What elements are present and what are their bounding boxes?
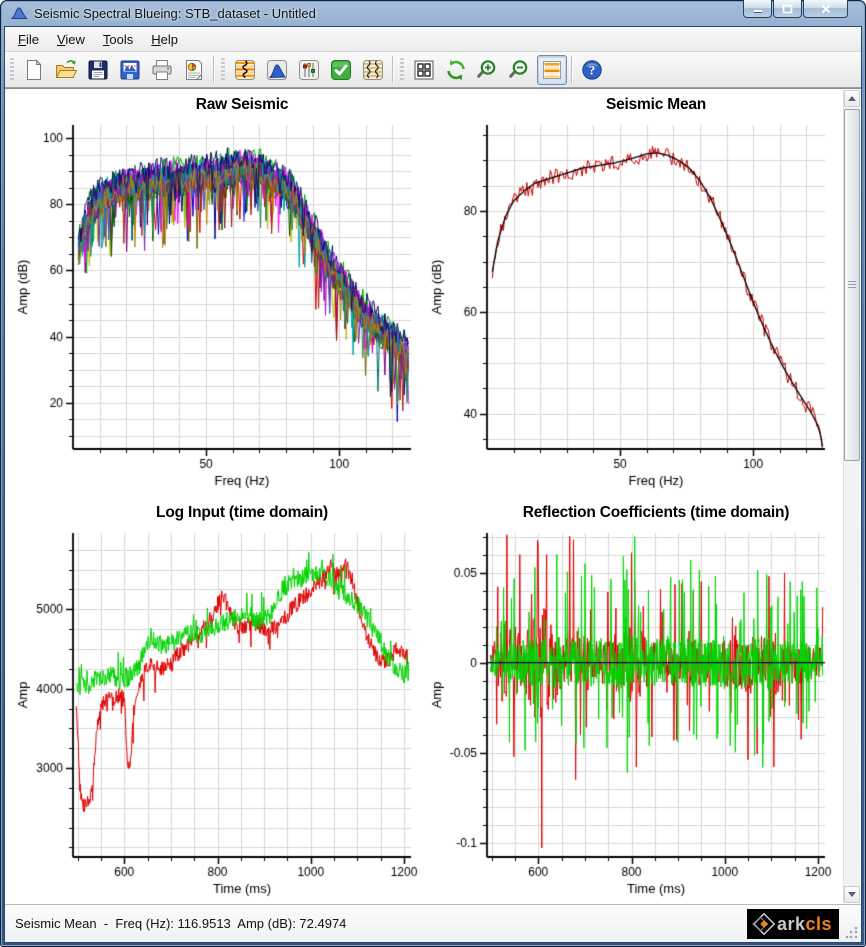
menu-bar: File View Tools Help	[5, 27, 861, 52]
zoom-in-icon	[476, 58, 500, 82]
scroll-down-icon	[848, 892, 856, 897]
toolbar-grip[interactable]	[10, 58, 14, 82]
parameters-button[interactable]	[294, 55, 324, 85]
raw-seismic-chart[interactable]	[13, 117, 419, 495]
plot-client-area: Raw Seismic Seismic Mean Log Input (time…	[5, 88, 861, 904]
toolbar-grip[interactable]	[400, 58, 404, 82]
plot-title-log-input: Log Input (time domain)	[73, 499, 411, 525]
save-icon	[86, 58, 110, 82]
seismic-mean-chart[interactable]	[427, 117, 833, 495]
refresh-button[interactable]	[441, 55, 471, 85]
tile-windows-icon	[412, 58, 436, 82]
toolbar-grip[interactable]	[221, 58, 225, 82]
scroll-up-button[interactable]	[844, 90, 860, 107]
reflection-coefficients-chart[interactable]	[427, 525, 833, 903]
spectrum-icon	[265, 58, 289, 82]
toolbar-separator	[392, 56, 394, 83]
new-document-icon	[22, 58, 46, 82]
new-button[interactable]	[19, 55, 49, 85]
save-button[interactable]	[83, 55, 113, 85]
scrollbar-thumb-grip	[848, 281, 856, 288]
seismic-display-icon	[233, 58, 257, 82]
help-icon: ?	[580, 58, 604, 82]
plot-seismic-mean: Seismic Mean	[427, 91, 833, 495]
tile-windows-button[interactable]	[409, 55, 439, 85]
scrollbar-thumb[interactable]	[844, 109, 860, 461]
plot-title-raw-seismic: Raw Seismic	[73, 91, 411, 117]
plot-raw-seismic: Raw Seismic	[13, 91, 419, 495]
minimize-button[interactable]	[743, 0, 772, 18]
title-bar[interactable]: Seismic Spectral Blueing: STB_dataset - …	[4, 0, 862, 26]
window-title: Seismic Spectral Blueing: STB_dataset - …	[34, 6, 316, 21]
plot-title-seismic-mean: Seismic Mean	[487, 91, 825, 117]
arkcls-logo: arkcls	[747, 909, 839, 939]
zoom-in-button[interactable]	[473, 55, 503, 85]
well-display-icon	[361, 58, 385, 82]
menu-file[interactable]: File	[9, 29, 48, 50]
minimize-icon	[753, 4, 763, 13]
status-readout: Seismic Mean - Freq (Hz): 116.9513 Amp (…	[15, 916, 346, 931]
logo-text-gray: ark	[777, 914, 806, 935]
log-input-chart[interactable]	[13, 525, 419, 903]
save-operator-icon	[118, 58, 142, 82]
report-button[interactable]	[179, 55, 209, 85]
parameters-icon	[297, 58, 321, 82]
close-button[interactable]	[803, 0, 848, 18]
print-icon	[150, 58, 174, 82]
toolbar-separator	[571, 56, 573, 83]
logo-text-orange: cls	[806, 914, 833, 935]
qc-check-icon	[329, 58, 353, 82]
plot-reflection-coefficients: Reflection Coefficients (time domain)	[427, 499, 833, 903]
menu-help[interactable]: Help	[142, 29, 187, 50]
plot-log-input: Log Input (time domain)	[13, 499, 419, 903]
toolbar: ?	[5, 52, 861, 88]
app-icon	[10, 5, 28, 21]
save-operator-button[interactable]	[115, 55, 145, 85]
qc-check-button[interactable]	[326, 55, 356, 85]
svg-text:?: ?	[589, 62, 596, 77]
menu-tools[interactable]: Tools	[94, 29, 142, 50]
window-controls	[742, 0, 848, 18]
plot-title-reflection-coefficients: Reflection Coefficients (time domain)	[487, 499, 825, 525]
refresh-icon	[444, 58, 468, 82]
help-button[interactable]: ?	[577, 55, 607, 85]
seismic-display-button[interactable]	[230, 55, 260, 85]
window-body: File View Tools Help	[4, 26, 862, 943]
arkcls-diamond-icon	[751, 911, 777, 937]
resize-grip[interactable]	[846, 927, 858, 939]
maximize-icon	[782, 4, 793, 14]
scroll-up-icon	[848, 96, 856, 101]
status-bar: Seismic Mean - Freq (Hz): 116.9513 Amp (…	[5, 904, 861, 942]
close-icon	[821, 4, 831, 14]
scroll-down-button[interactable]	[844, 886, 860, 903]
app-window: Seismic Spectral Blueing: STB_dataset - …	[0, 0, 866, 947]
well-display-button[interactable]	[358, 55, 388, 85]
open-button[interactable]	[51, 55, 81, 85]
zoom-out-icon	[508, 58, 532, 82]
layout-list-button[interactable]	[537, 55, 567, 85]
open-folder-icon	[54, 58, 78, 82]
print-button[interactable]	[147, 55, 177, 85]
layout-list-icon	[540, 58, 564, 82]
zoom-out-button[interactable]	[505, 55, 535, 85]
vertical-scrollbar[interactable]	[843, 90, 860, 903]
toolbar-separator	[213, 56, 215, 83]
report-icon	[182, 58, 206, 82]
spectrum-button[interactable]	[262, 55, 292, 85]
menu-view[interactable]: View	[48, 29, 94, 50]
maximize-button[interactable]	[773, 0, 802, 18]
plot-grid: Raw Seismic Seismic Mean Log Input (time…	[13, 91, 833, 903]
